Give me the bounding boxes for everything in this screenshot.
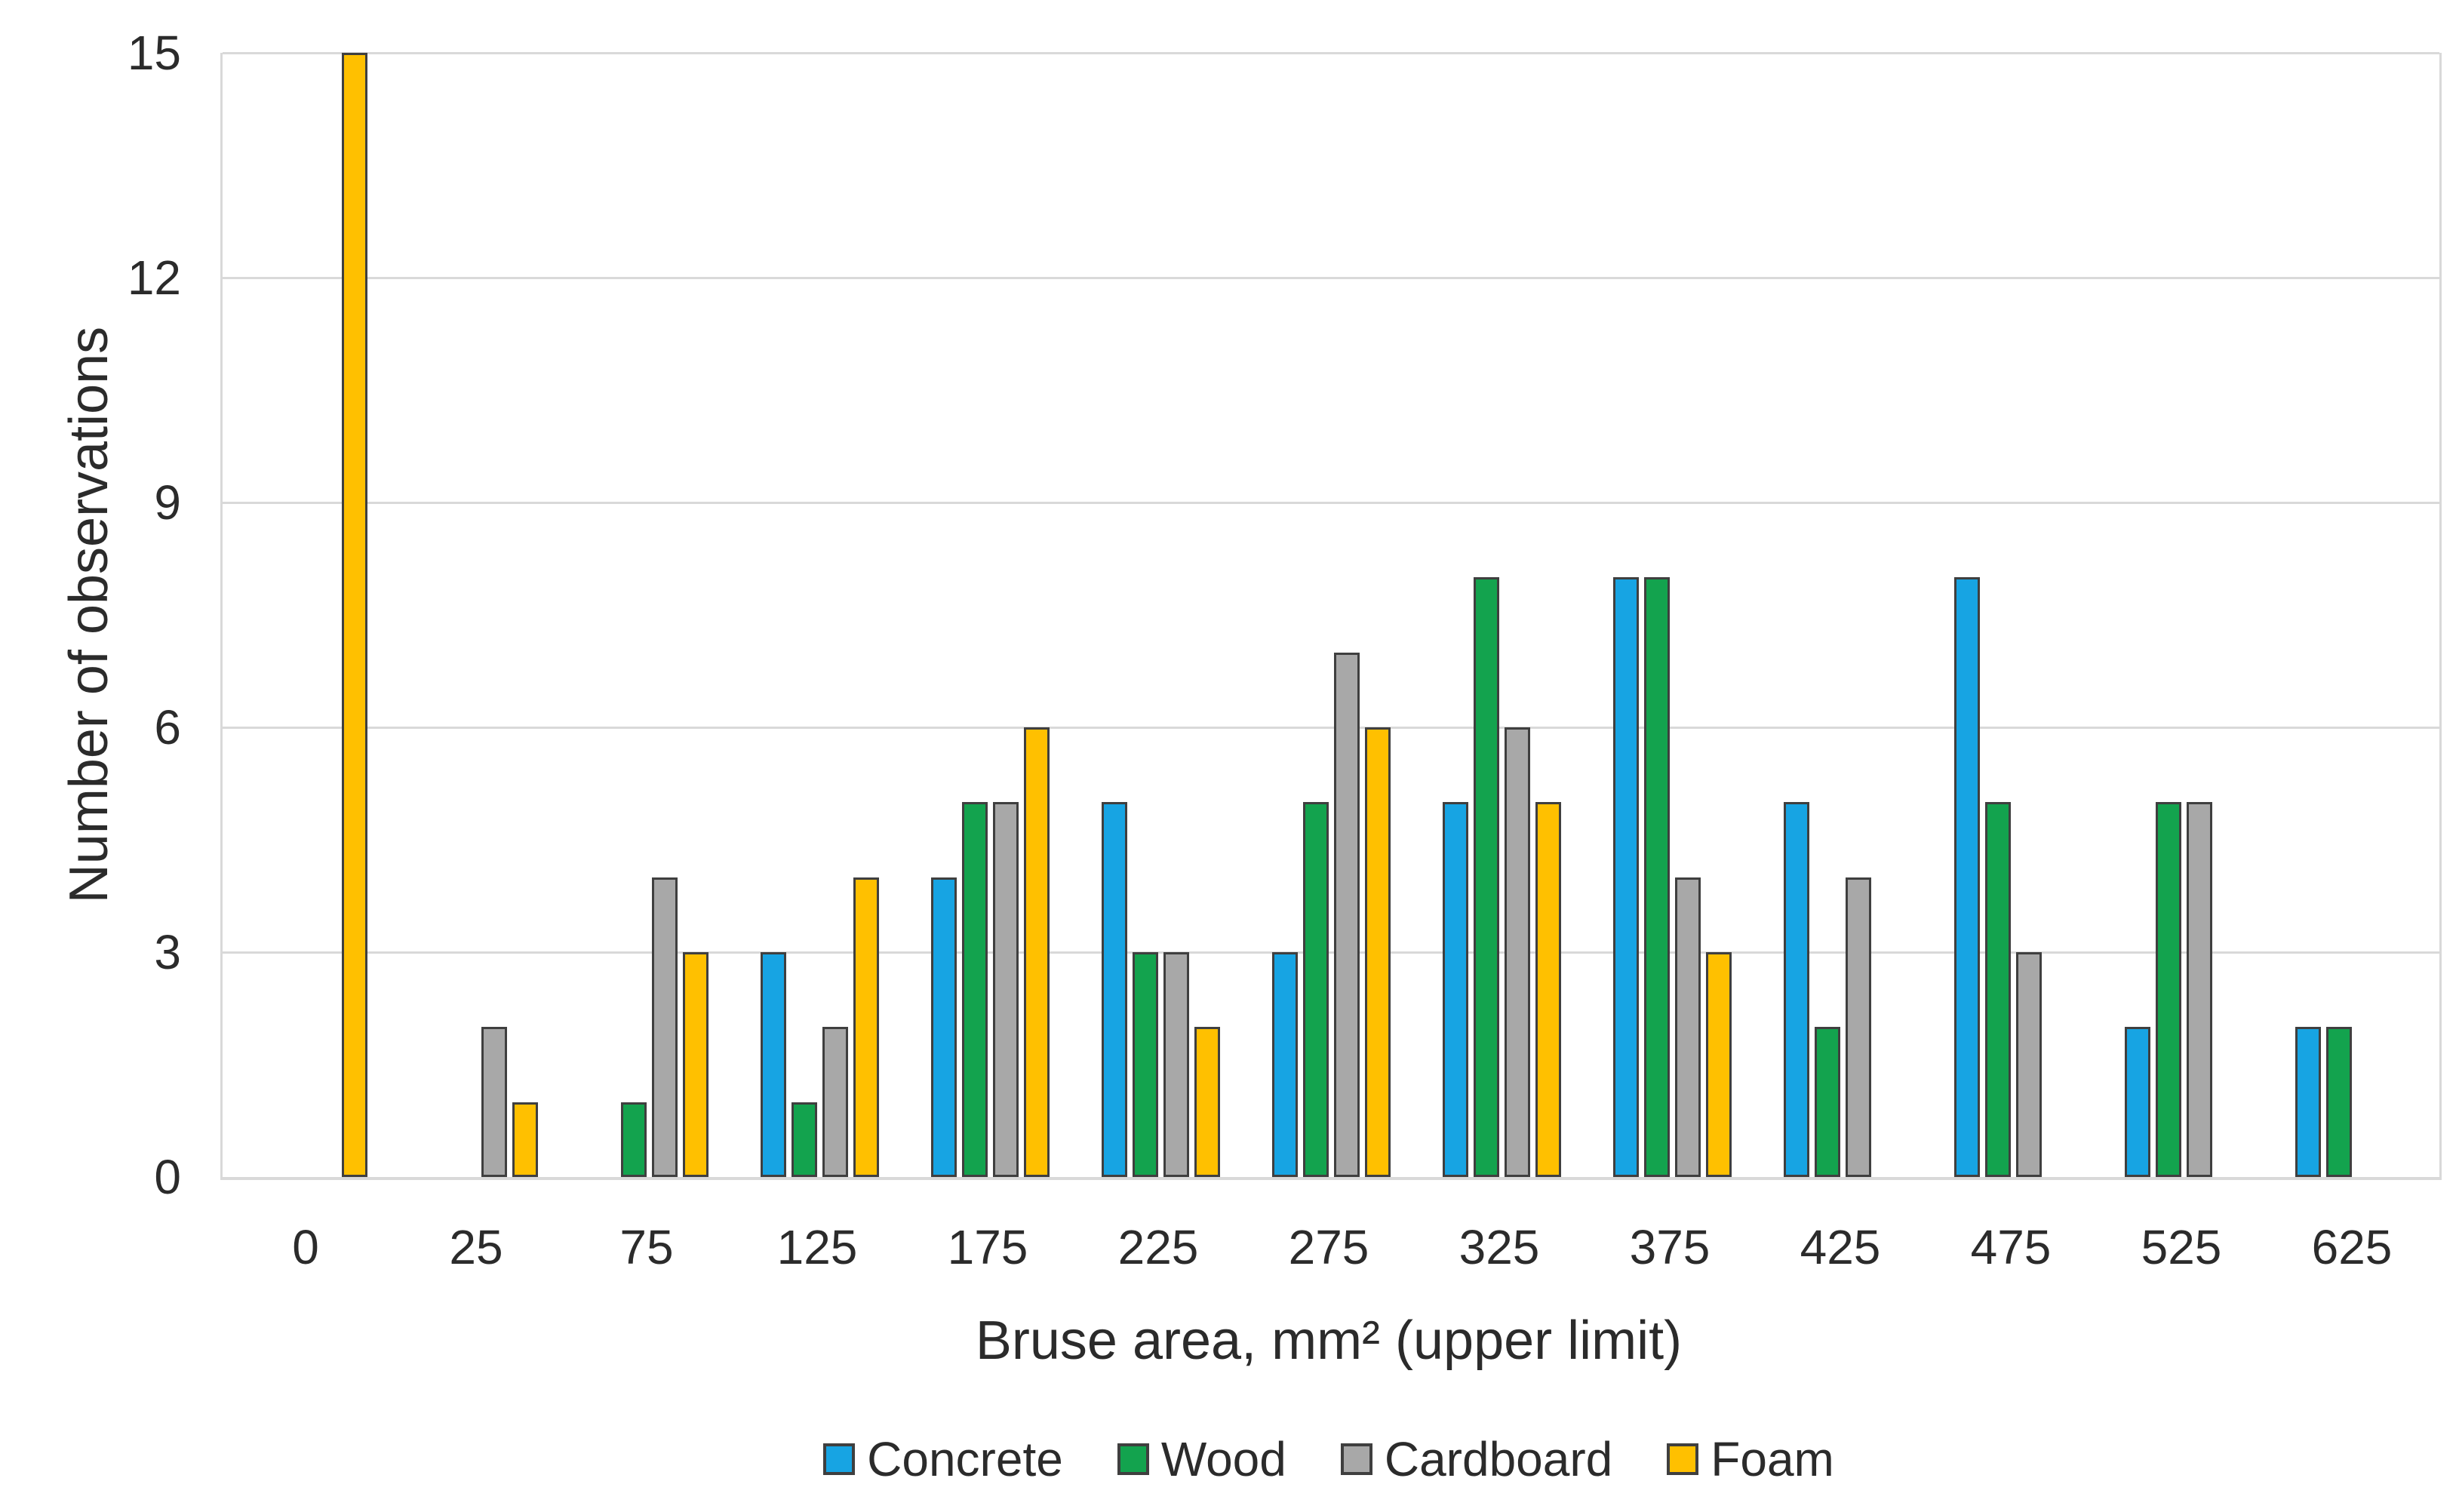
bar-cardboard-125 [822, 1027, 848, 1177]
bar-wood-175 [961, 802, 988, 1177]
x-axis-title: Bruse area, mm² (upper limit) [975, 1311, 1683, 1371]
bar-wood-625 [2325, 1027, 2352, 1177]
x-tick-label-175: 175 [947, 1220, 1028, 1274]
legend-item-concrete: Concrete [823, 1432, 1063, 1486]
bar-wood-375 [1643, 577, 1670, 1177]
bar-foam-225 [1194, 1027, 1220, 1177]
legend-swatch-cardboard [1340, 1443, 1372, 1475]
y-tick-label-15: 15 [127, 26, 181, 80]
bar-wood-75 [620, 1102, 647, 1177]
y-tick-label-6: 6 [154, 700, 181, 754]
legend-swatch-concrete [823, 1443, 856, 1475]
bar-wood-525 [2155, 802, 2181, 1177]
gridline-y-9 [223, 501, 2439, 504]
bar-cardboard-375 [1674, 877, 1701, 1177]
legend-label-wood: Wood [1160, 1432, 1286, 1486]
x-tick-label-75: 75 [619, 1220, 674, 1274]
bar-foam-25 [512, 1102, 538, 1177]
y-axis-title: Number of observations [59, 326, 119, 904]
x-tick-label-0: 0 [292, 1220, 319, 1274]
x-tick-label-525: 525 [2141, 1220, 2222, 1274]
x-tick-label-325: 325 [1458, 1220, 1540, 1274]
x-tick-label-25: 25 [449, 1220, 503, 1274]
bar-cardboard-225 [1163, 952, 1189, 1177]
x-tick-label-375: 375 [1629, 1220, 1711, 1274]
x-tick-label-425: 425 [1800, 1220, 1881, 1274]
bar-concrete-625 [2295, 1027, 2321, 1177]
legend-item-foam: Foam [1667, 1432, 1834, 1486]
bar-wood-225 [1132, 952, 1158, 1177]
legend-label-concrete: Concrete [867, 1432, 1063, 1486]
gridline-y-15 [223, 51, 2439, 54]
legend: Concrete Wood Cardboard Foam [220, 1432, 2437, 1486]
bar-foam-325 [1535, 802, 1561, 1177]
bar-foam-175 [1023, 727, 1050, 1177]
bar-concrete-275 [1271, 952, 1298, 1177]
bar-concrete-425 [1783, 802, 1809, 1177]
bar-wood-325 [1473, 577, 1499, 1177]
bar-foam-125 [853, 877, 879, 1177]
bar-foam-0 [341, 53, 367, 1177]
legend-item-wood: Wood [1117, 1432, 1286, 1486]
bar-concrete-475 [1953, 577, 1980, 1177]
y-tick-label-9: 9 [154, 475, 181, 530]
x-tick-label-625: 625 [2311, 1220, 2393, 1274]
bar-foam-275 [1364, 727, 1391, 1177]
bar-cardboard-475 [2015, 952, 2042, 1177]
x-tick-label-225: 225 [1117, 1220, 1199, 1274]
bar-wood-275 [1302, 802, 1329, 1177]
gridline-y-12 [223, 276, 2439, 279]
bar-concrete-375 [1612, 577, 1639, 1177]
x-tick-label-125: 125 [776, 1220, 858, 1274]
bar-cardboard-175 [992, 802, 1019, 1177]
plot-area [220, 51, 2442, 1180]
bar-concrete-125 [760, 952, 786, 1177]
legend-swatch-wood [1117, 1443, 1149, 1475]
bar-wood-125 [791, 1102, 817, 1177]
bar-concrete-225 [1101, 802, 1127, 1177]
bar-concrete-175 [930, 877, 957, 1177]
x-tick-label-275: 275 [1288, 1220, 1369, 1274]
legend-swatch-foam [1667, 1443, 1699, 1475]
y-tick-label-3: 3 [154, 925, 181, 979]
bar-wood-475 [1984, 802, 2011, 1177]
bar-cardboard-425 [1845, 877, 1871, 1177]
bar-concrete-525 [2124, 1027, 2150, 1177]
bar-wood-425 [1814, 1027, 1840, 1177]
gridline-y-6 [223, 726, 2439, 729]
bar-concrete-325 [1442, 802, 1468, 1177]
legend-label-cardboard: Cardboard [1384, 1432, 1613, 1486]
bar-cardboard-325 [1504, 727, 1530, 1177]
bar-foam-75 [682, 952, 708, 1177]
bar-cardboard-75 [651, 877, 678, 1177]
y-tick-label-12: 12 [127, 250, 181, 305]
bar-cardboard-525 [2186, 802, 2212, 1177]
x-tick-label-475: 475 [1970, 1220, 2052, 1274]
bar-cardboard-25 [481, 1027, 507, 1177]
y-tick-label-0: 0 [154, 1150, 181, 1204]
bar-foam-375 [1705, 952, 1732, 1177]
gridline-y-3 [223, 951, 2439, 954]
bar-cardboard-275 [1333, 653, 1360, 1177]
legend-item-cardboard: Cardboard [1340, 1432, 1613, 1486]
legend-label-foam: Foam [1711, 1432, 1834, 1486]
